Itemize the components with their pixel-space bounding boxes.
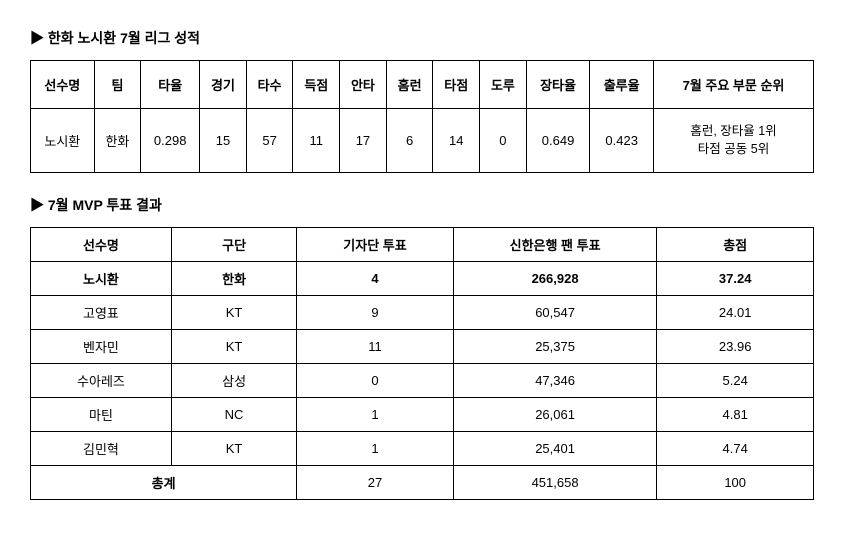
vote-row: 마틴NC126,0614.81 xyxy=(31,398,814,432)
vote-cell-score: 4.74 xyxy=(657,432,814,466)
stats-row: 노시환 한화 0.298 15 57 11 17 6 14 0 0.649 0.… xyxy=(31,109,814,173)
stats-header: 타율 xyxy=(141,61,200,109)
vote-row: 고영표KT960,54724.01 xyxy=(31,296,814,330)
vote-section-title: ▶ 7월 MVP 투표 결과 xyxy=(30,195,814,215)
stats-cell-ab: 57 xyxy=(246,109,293,173)
stats-header: 홈런 xyxy=(386,61,433,109)
stats-header: 득점 xyxy=(293,61,340,109)
vote-cell-fan: 26,061 xyxy=(453,398,657,432)
vote-total-fan: 451,658 xyxy=(453,466,657,500)
vote-cell-team: KT xyxy=(171,432,296,466)
vote-cell-press: 1 xyxy=(297,432,454,466)
vote-row: 노시환한화4266,92837.24 xyxy=(31,262,814,296)
vote-cell-fan: 47,346 xyxy=(453,364,657,398)
stats-cell-sb: 0 xyxy=(480,109,527,173)
vote-cell-fan: 25,375 xyxy=(453,330,657,364)
vote-cell-name: 노시환 xyxy=(31,262,172,296)
vote-total-score: 100 xyxy=(657,466,814,500)
vote-cell-fan: 60,547 xyxy=(453,296,657,330)
vote-table: 선수명 구단 기자단 투표 신한은행 팬 투표 총점 노시환한화4266,928… xyxy=(30,227,814,500)
vote-cell-name: 마틴 xyxy=(31,398,172,432)
vote-row: 수아레즈삼성047,3465.24 xyxy=(31,364,814,398)
stats-cell-hr: 6 xyxy=(386,109,433,173)
vote-cell-score: 37.24 xyxy=(657,262,814,296)
stats-table: 선수명 팀 타율 경기 타수 득점 안타 홈런 타점 도루 장타율 출루율 7월… xyxy=(30,60,814,173)
vote-total-press: 27 xyxy=(297,466,454,500)
vote-cell-team: KT xyxy=(171,330,296,364)
vote-cell-name: 벤자민 xyxy=(31,330,172,364)
vote-cell-score: 5.24 xyxy=(657,364,814,398)
stats-cell-games: 15 xyxy=(200,109,247,173)
stats-cell-ranking: 홈런, 장타율 1위 타점 공동 5위 xyxy=(654,109,814,173)
vote-header: 구단 xyxy=(171,228,296,262)
vote-cell-press: 1 xyxy=(297,398,454,432)
stats-header-row: 선수명 팀 타율 경기 타수 득점 안타 홈런 타점 도루 장타율 출루율 7월… xyxy=(31,61,814,109)
vote-cell-press: 11 xyxy=(297,330,454,364)
vote-cell-team: NC xyxy=(171,398,296,432)
vote-cell-name: 고영표 xyxy=(31,296,172,330)
vote-cell-fan: 266,928 xyxy=(453,262,657,296)
stats-header: 장타율 xyxy=(526,61,590,109)
vote-header: 총점 xyxy=(657,228,814,262)
stats-header: 경기 xyxy=(200,61,247,109)
vote-header: 선수명 xyxy=(31,228,172,262)
vote-row: 벤자민KT1125,37523.96 xyxy=(31,330,814,364)
vote-total-row: 총계27451,658100 xyxy=(31,466,814,500)
stats-header: 타점 xyxy=(433,61,480,109)
stats-section-title: ▶ 한화 노시환 7월 리그 성적 xyxy=(30,28,814,48)
vote-total-label: 총계 xyxy=(31,466,297,500)
stats-cell-runs: 11 xyxy=(293,109,340,173)
vote-header: 신한은행 팬 투표 xyxy=(453,228,657,262)
vote-cell-score: 4.81 xyxy=(657,398,814,432)
vote-cell-name: 김민혁 xyxy=(31,432,172,466)
stats-header: 팀 xyxy=(94,61,141,109)
vote-cell-score: 24.01 xyxy=(657,296,814,330)
stats-header: 도루 xyxy=(480,61,527,109)
stats-cell-rbi: 14 xyxy=(433,109,480,173)
vote-cell-score: 23.96 xyxy=(657,330,814,364)
ranking-line1: 홈런, 장타율 1위 xyxy=(690,124,776,138)
stats-header: 7월 주요 부문 순위 xyxy=(654,61,814,109)
stats-header: 타수 xyxy=(246,61,293,109)
vote-cell-team: KT xyxy=(171,296,296,330)
vote-cell-team: 삼성 xyxy=(171,364,296,398)
vote-cell-team: 한화 xyxy=(171,262,296,296)
stats-header: 선수명 xyxy=(31,61,95,109)
vote-cell-fan: 25,401 xyxy=(453,432,657,466)
vote-cell-press: 4 xyxy=(297,262,454,296)
stats-header: 안타 xyxy=(340,61,387,109)
vote-row: 김민혁KT125,4014.74 xyxy=(31,432,814,466)
stats-cell-hits: 17 xyxy=(340,109,387,173)
stats-cell-avg: 0.298 xyxy=(141,109,200,173)
ranking-line2: 타점 공동 5위 xyxy=(698,142,769,156)
vote-cell-press: 9 xyxy=(297,296,454,330)
stats-header: 출루율 xyxy=(590,61,654,109)
vote-cell-press: 0 xyxy=(297,364,454,398)
stats-cell-obp: 0.423 xyxy=(590,109,654,173)
vote-header-row: 선수명 구단 기자단 투표 신한은행 팬 투표 총점 xyxy=(31,228,814,262)
vote-cell-name: 수아레즈 xyxy=(31,364,172,398)
stats-cell-slg: 0.649 xyxy=(526,109,590,173)
stats-cell-name: 노시환 xyxy=(31,109,95,173)
stats-cell-team: 한화 xyxy=(94,109,141,173)
vote-header: 기자단 투표 xyxy=(297,228,454,262)
